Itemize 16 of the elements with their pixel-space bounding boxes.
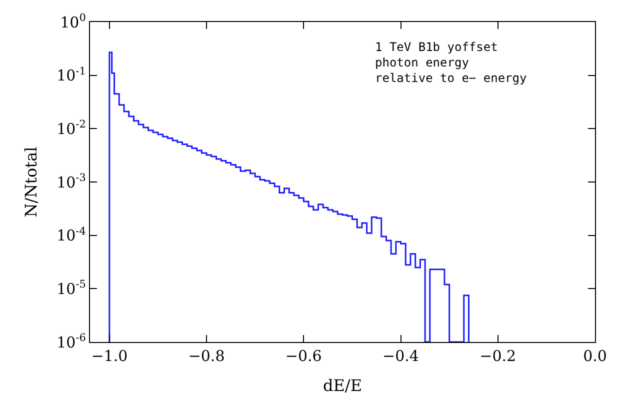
annotation: 1 TeV B1b yoffset photon energy relative to e− energy — [375, 40, 527, 86]
y-tick-label: 10$^{-4}$ — [56, 225, 86, 245]
x-tick-label: −0.8 — [188, 347, 225, 366]
y-tick-label: 10$^{-1}$ — [56, 65, 86, 85]
x-tick-label: −1.0 — [91, 347, 128, 366]
y-tick-label: 10$^{0}$ — [60, 12, 86, 32]
x-axis-title: dE/E — [323, 376, 362, 395]
x-tick-label: −0.4 — [382, 347, 419, 366]
y-tick-label: 10$^{-6}$ — [56, 332, 86, 352]
x-tick-label: 0.0 — [583, 347, 607, 366]
x-tick-label: −0.6 — [285, 347, 322, 366]
x-tick-label: −0.2 — [480, 347, 516, 366]
y-tick-label: 10$^{-2}$ — [56, 118, 86, 138]
y-tick-label: 10$^{-3}$ — [56, 172, 86, 192]
y-axis-title: N/Ntotal — [21, 146, 40, 218]
y-tick-label: 10$^{-5}$ — [56, 278, 86, 298]
